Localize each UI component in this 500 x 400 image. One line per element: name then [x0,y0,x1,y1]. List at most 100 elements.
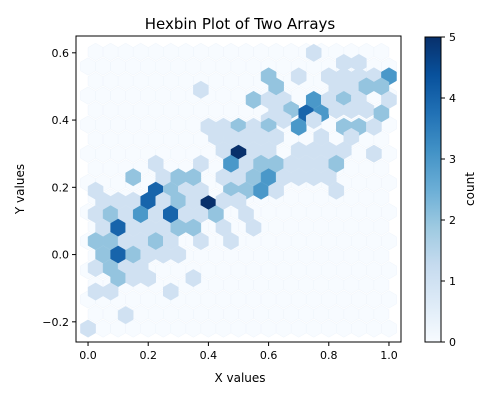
hexbin-cell-empty [103,101,118,118]
hexbin-cell-empty [299,276,314,293]
hexbin-cell-empty [81,116,96,133]
hexbin-cell-empty [239,247,254,264]
hexbin-cell-empty [126,87,141,104]
hexbin-cell-empty [111,145,126,162]
y-tick-label: 0.6 [52,47,70,60]
hexbin-cell-empty [186,116,201,133]
hexbin-cell-empty [148,43,163,60]
hexbin-cell-empty [329,247,344,264]
hexbin-cell-empty [306,203,321,220]
hexbin-cell-empty [171,87,186,104]
hexbin-cell-empty [133,131,148,148]
hexbin-cell-empty [381,233,396,250]
hexbin-cell-empty [178,131,193,148]
colorbar-ticks: 0 1 2 3 4 5 [441,31,456,349]
hexbin-cell-empty [269,218,284,235]
hexbin-cell [366,145,381,162]
hexbin-cell-empty [118,101,133,118]
hexbin-cell-empty [269,43,284,60]
hexbin-cell-empty [81,145,96,162]
hexbin-cell-empty [359,247,374,264]
hexbin-cell-empty [141,116,156,133]
hexbin-cell-empty [201,58,216,75]
hexbin-cell-empty [141,87,156,104]
x-axis-label: X values [214,371,265,385]
hexbin-cell-empty [321,291,336,308]
hexbin-cell-empty [314,218,329,235]
hexbin-cell-empty [246,320,261,337]
colorbar-tick-label: 4 [449,92,456,105]
hexbin-cell-empty [314,276,329,293]
hexbin-cell-empty [201,291,216,308]
hexbin-cell-empty [284,189,299,206]
hexbin-cell-empty [208,43,223,60]
hexbin-cell-empty [216,291,231,308]
hexbin-cell-empty [299,247,314,264]
hexbin-cell-empty [216,262,231,279]
hexbin-cell-empty [81,87,96,104]
x-tick-label: 0.4 [200,349,218,362]
hexbin-cell-empty [141,291,156,308]
hexbin-cell-empty [321,203,336,220]
hexbin-cell-empty [299,305,314,322]
hexbin-cell-empty [126,58,141,75]
hexbin-cell-empty [366,203,381,220]
colorbar-tick-label: 0 [449,336,456,349]
hexbin-cell-empty [351,291,366,308]
hexbin-cell-empty [163,131,178,148]
hexbin-cell-empty [314,189,329,206]
hexbin-cell-empty [216,320,231,337]
hexbin-cell-empty [216,58,231,75]
hexbin-cell-empty [171,116,186,133]
hexbin-cell-empty [208,72,223,89]
hexbin-cell-empty [111,58,126,75]
hexbin-cell-empty [148,101,163,118]
hexbin-cell-empty [329,218,344,235]
hexbin-cell-empty [261,203,276,220]
hexbin-cell-empty [231,320,246,337]
hexbin-cell-empty [254,43,269,60]
hexbin-cell-empty [344,276,359,293]
x-tick-label: 0.2 [139,349,157,362]
x-tick-label: 1.0 [380,349,398,362]
hexbin-cell-empty [118,72,133,89]
hexbin-cell-empty [178,43,193,60]
hexbin-cell-empty [329,276,344,293]
hexbin-cell-empty [336,262,351,279]
hexbin-cell-empty [329,305,344,322]
colorbar-tick-label: 3 [449,153,456,166]
hexbin-cell-empty [96,320,111,337]
hexbin-cell-empty [103,131,118,148]
colorbar-label: count [463,172,477,206]
hexbin-cell-empty [88,131,103,148]
hexbin-cell-empty [103,43,118,60]
colorbar [425,37,441,342]
hexbin-cell-empty [223,276,238,293]
hexbin-cell-empty [291,320,306,337]
x-axis-ticks: 0.0 0.2 0.4 0.6 0.8 1.0 [79,342,397,362]
hexbin-cell-empty [111,116,126,133]
hexbin-cell-empty [141,320,156,337]
hexbin-cell-empty [366,291,381,308]
hexbin-cell-empty [344,218,359,235]
hexbin-cell-empty [111,174,126,191]
hexbin-cell-empty [374,305,389,322]
hexbin-cell-empty [216,87,231,104]
hexbin-cell-empty [171,145,186,162]
hexbin-cell-empty [306,233,321,250]
hexbin-cell-empty [156,87,171,104]
hexbin-cell-empty [193,305,208,322]
hexbin-cell-empty [201,320,216,337]
hexbin-cell-empty [284,218,299,235]
hexbin-cell-empty [261,233,276,250]
hexbin-cell-empty [133,305,148,322]
hexbin-cell-empty [284,247,299,264]
hexbin-cell-empty [321,262,336,279]
hexbin-cell-empty [276,58,291,75]
hexbin-cell-empty [178,101,193,118]
hexbin-cell-empty [359,160,374,177]
hexbin-cell-empty [366,262,381,279]
hexbin-cell-empty [88,305,103,322]
hexbin-cell-empty [178,72,193,89]
